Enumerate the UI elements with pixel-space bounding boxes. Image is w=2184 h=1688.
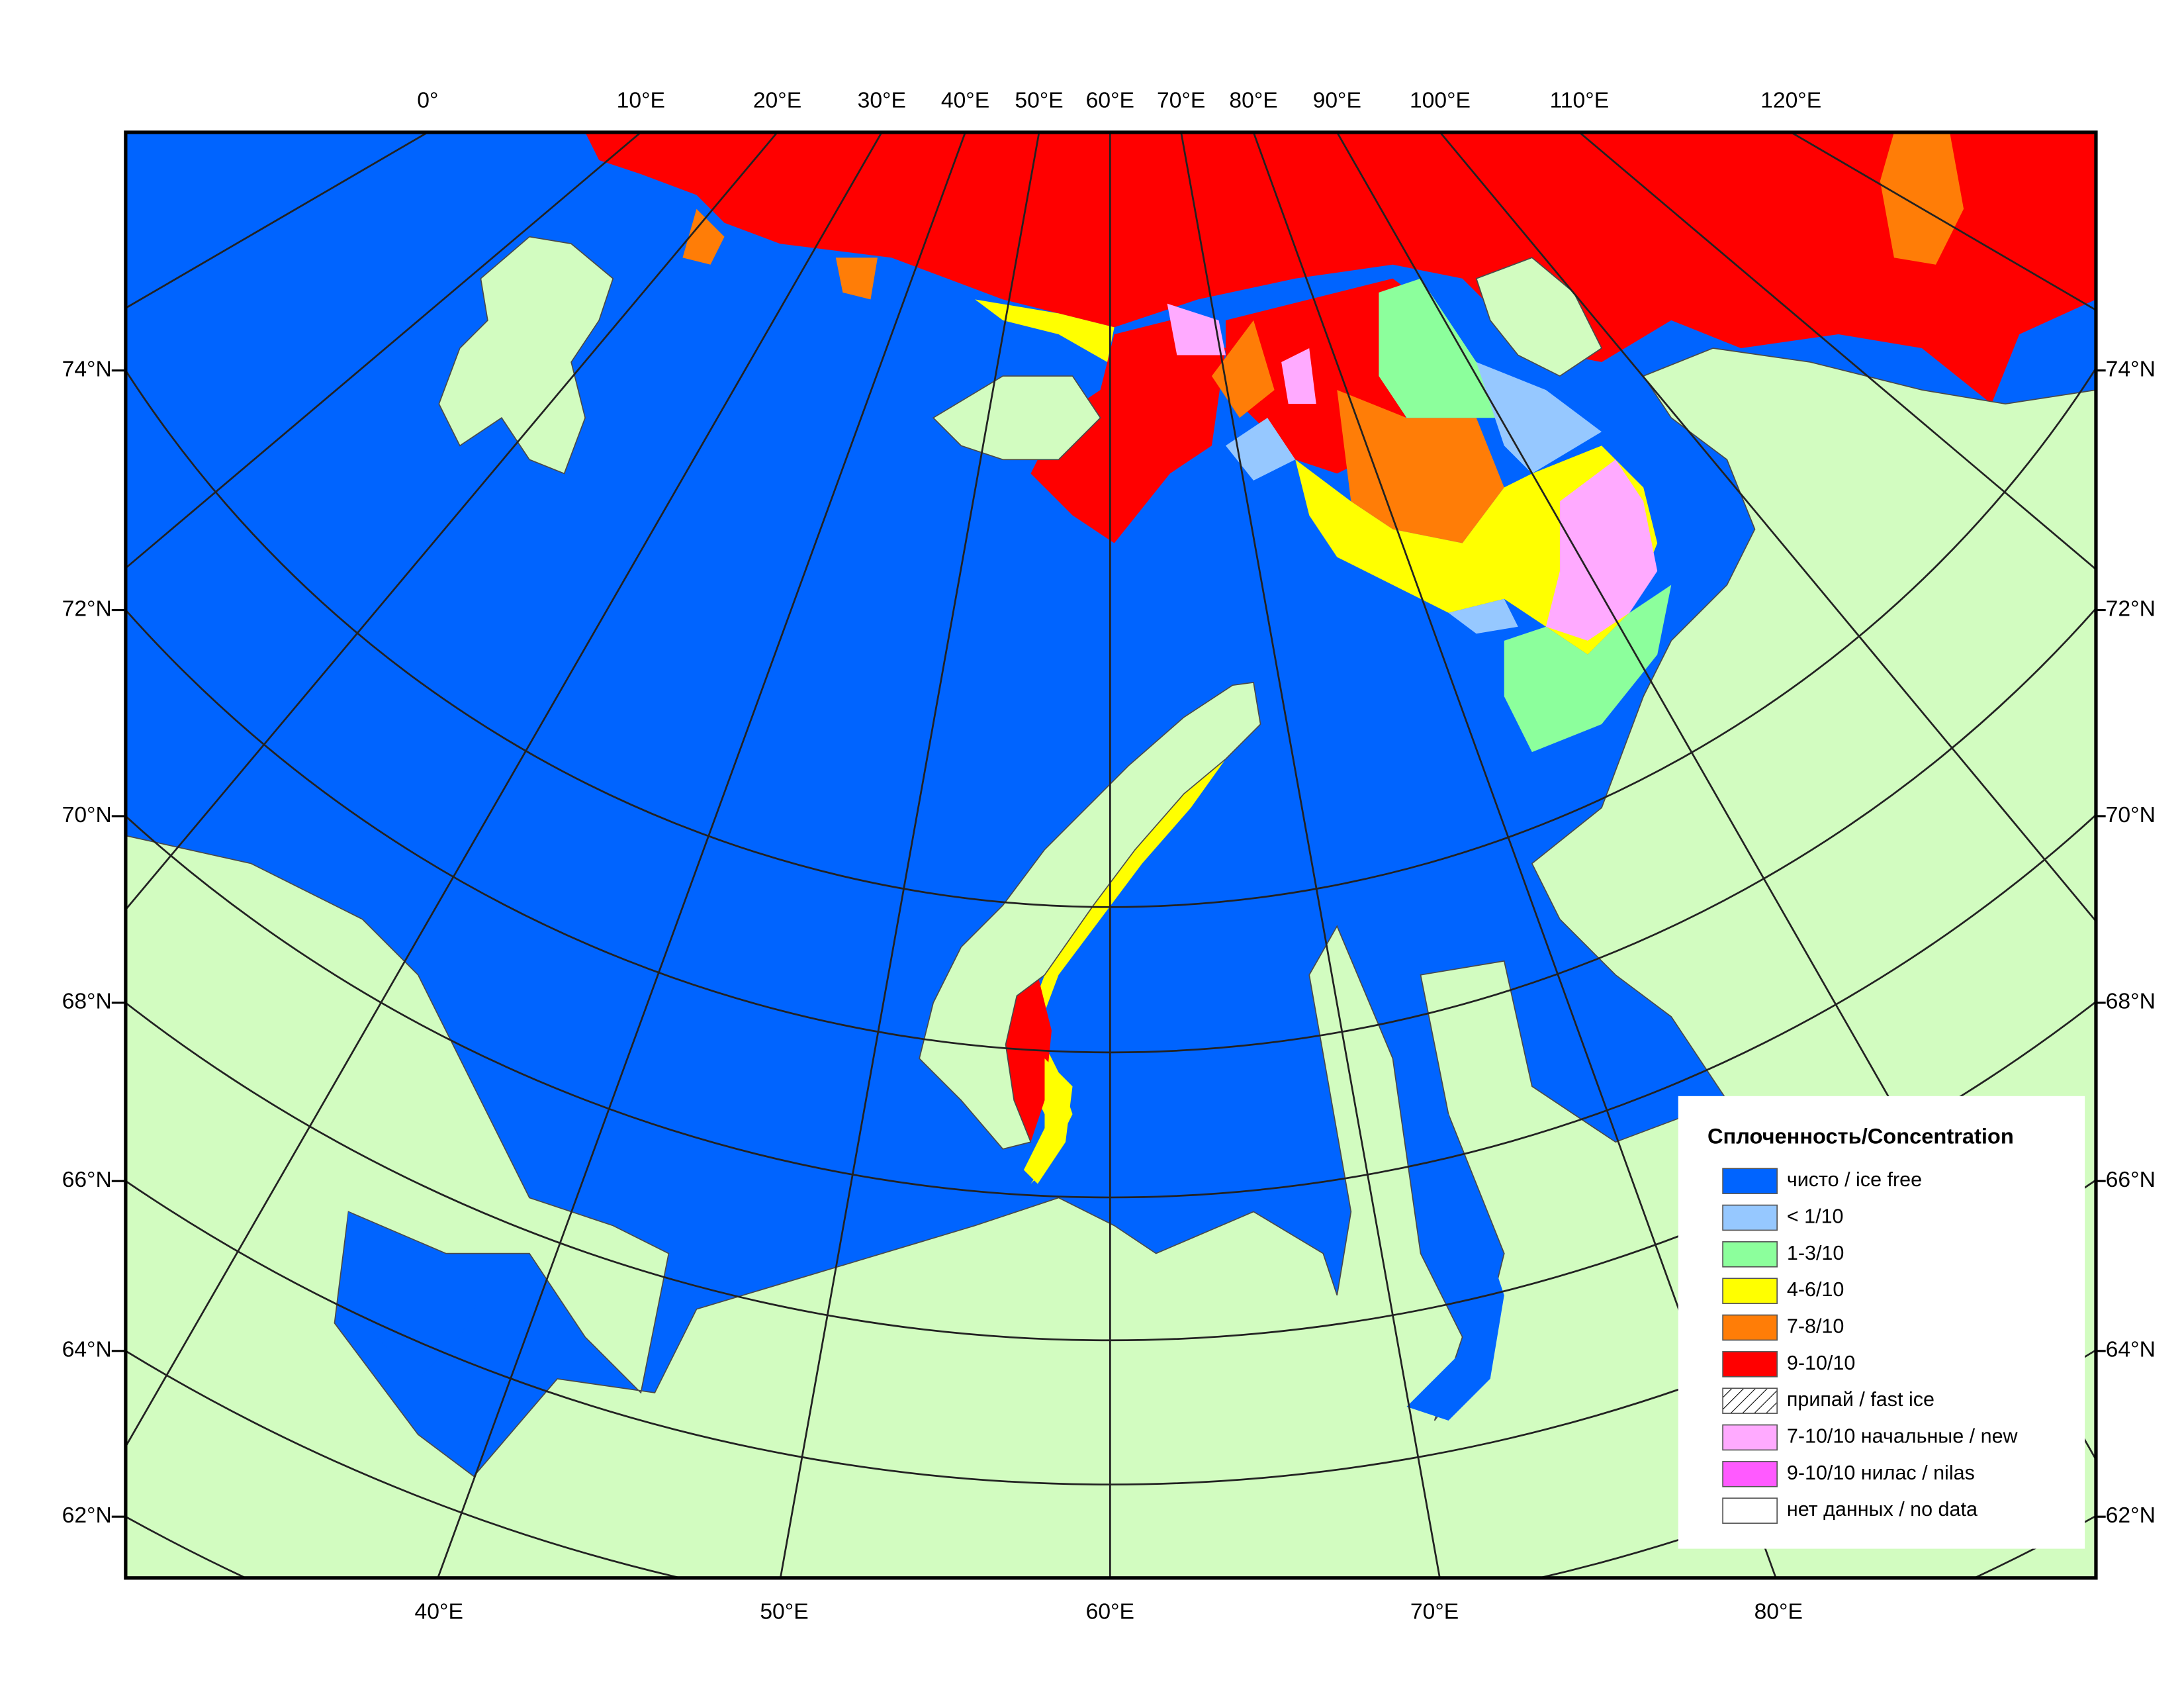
legend-swatch [1722,1461,1778,1487]
top-label: 30°E [858,88,906,113]
map-frame [124,130,2098,1580]
ice-along-coast [1005,974,1052,1143]
legend-label: 7-10/10 начальные / new [1787,1425,2019,1448]
right-label: 68°N [2106,990,2156,1014]
legend: Сплоченность/Concentration чисто / ice f… [1678,1096,2085,1549]
top-label: 90°E [1313,88,1361,113]
right-label: 64°N [2106,1338,2156,1362]
top-label: 100°E [1410,88,1471,113]
legend-swatch [1722,1204,1778,1231]
top-label: 10°E [617,88,665,113]
right-label: 72°N [2106,596,2156,621]
legend-label: < 1/10 [1787,1205,1844,1228]
meridian [437,132,966,1578]
top-label: 120°E [1760,88,1821,113]
bottom-label: 70°E [1410,1599,1459,1624]
top-label: 60°E [1086,88,1134,113]
legend-swatch [1722,1278,1778,1304]
legend-label: 9-10/10 [1787,1352,1855,1374]
left-label: 68°N [62,990,112,1014]
parallel [125,366,2096,908]
legend-swatch [1722,1497,1778,1524]
top-label: 50°E [1015,88,1063,113]
land-svalbard [438,236,614,475]
legend-label: нет данных / no data [1787,1498,1978,1521]
meridian [125,132,779,912]
legend-swatch [1722,1424,1778,1451]
white-sea [341,1211,488,1379]
right-label: 66°N [2106,1168,2156,1192]
coordinate-labels: 0° 10°E 20°E 30°E 40°E 50°E 60°E 70°E 80°E 90°E 10… [62,88,2156,1624]
ice-9-10 [1030,320,1226,543]
ice-9-10 [585,132,2096,404]
left-label: 66°N [62,1168,112,1192]
parallel [125,1178,2096,1485]
legend-swatch [1722,1387,1778,1414]
meridian [779,132,1040,1578]
legend-label: 1-3/10 [1787,1242,1844,1264]
meridian [125,132,883,1448]
legend-label: 9-10/10 нилас / nilas [1787,1462,1975,1484]
left-label: 62°N [62,1503,112,1528]
left-label: 64°N [62,1338,112,1362]
ice-7-8 [1880,132,1964,265]
legend-title: Сплоченность/Concentration [1707,1124,2014,1149]
legend-swatch [1722,1168,1778,1194]
legend-swatch [1722,1314,1778,1341]
meridian [1439,132,2096,923]
meridian [1180,132,1441,1578]
right-label: 74°N [2106,357,2156,382]
left-label: 70°N [62,803,112,827]
parallel [125,813,2096,1198]
top-label: 40°E [941,88,989,113]
legend-label: припай / fast ice [1787,1388,1934,1411]
bottom-label: 60°E [1086,1599,1134,1624]
ice-7-8 [682,209,878,300]
top-label: 80°E [1229,88,1277,113]
legend-label: 4-6/10 [1787,1278,1844,1301]
top-label: 70°E [1157,88,1205,113]
legend-label: чисто / ice free [1787,1168,1922,1191]
ice-1-3 [1379,278,1672,753]
left-label: 74°N [62,357,112,382]
ice-new [1167,303,1226,355]
ice-along-coast [1023,1058,1073,1184]
legend-label: 7-8/10 [1787,1315,1844,1338]
right-label: 62°N [2106,1503,2156,1528]
land-severnaya-zemlya [1475,257,1603,377]
bottom-label: 80°E [1754,1599,1803,1624]
gulf-of-ob [1406,1114,1504,1421]
parallel [125,606,2096,1053]
land-franz-josef [932,375,1101,461]
land-novaya-zemlya [919,681,1261,1150]
ice-7-8 [1211,320,1504,543]
land-mainland [125,348,2096,1578]
legend-swatch [1722,1351,1778,1378]
top-label: 110°E [1550,88,1610,113]
legend-swatch [1722,1241,1778,1268]
ice-new [1281,348,1658,641]
parallel [125,1000,2096,1341]
top-label: 0° [417,88,438,113]
bottom-label: 50°E [760,1599,808,1624]
bottom-label: 40°E [415,1599,463,1624]
right-label: 70°N [2106,803,2156,827]
top-label: 20°E [753,88,801,113]
left-label: 72°N [62,596,112,621]
